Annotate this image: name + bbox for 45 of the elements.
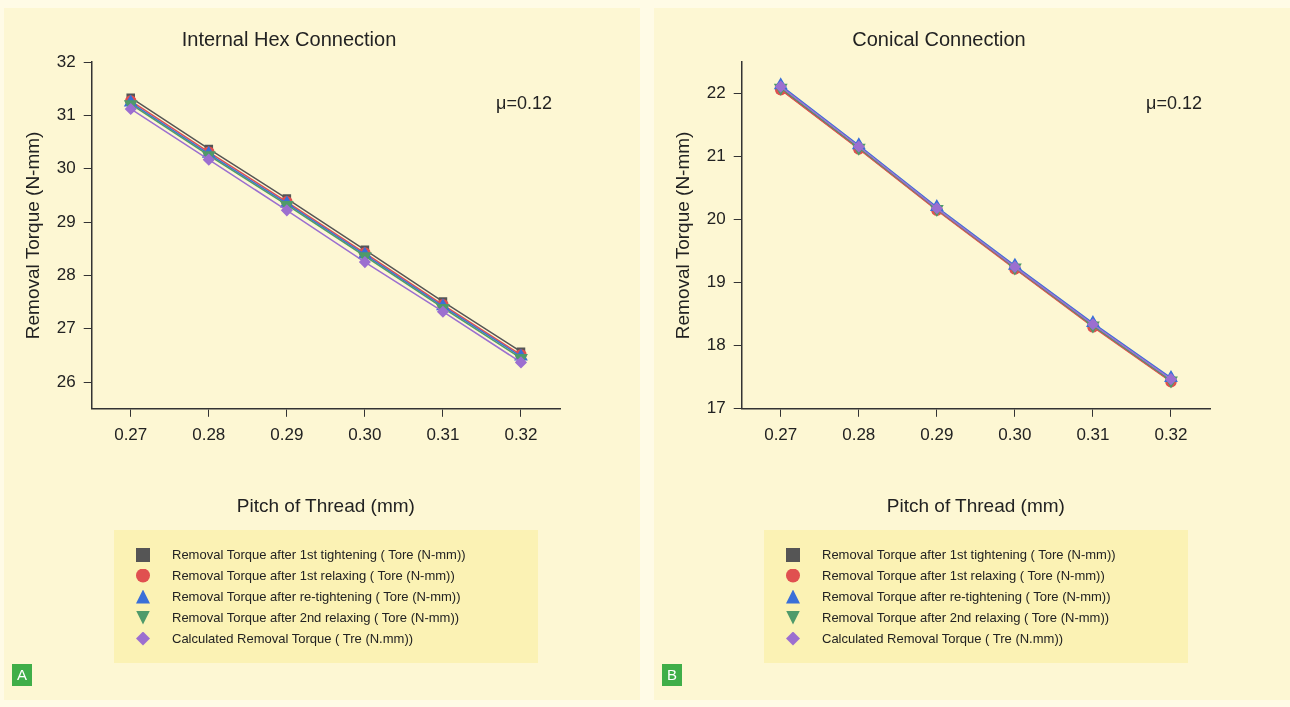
annotation: μ=0.12 [1146,92,1202,113]
text: A [12,664,32,686]
legend-label: Removal Torque after re-tightening ( Tore (N-mm)) [822,589,1111,604]
y-tick-label: 32 [56,51,76,71]
x-tick-label: 0.30 [348,424,382,444]
y-tick-label: 27 [56,318,76,338]
y-tick-label: 31 [56,105,76,125]
legend-label: Removal Torque after 1st relaxing ( Tore (N-mm)) [172,568,455,583]
legend-label: Removal Torque after 2nd relaxing ( Tore (N-mm)) [172,610,460,625]
annotation: μ=0.12 [496,92,552,113]
y-axis-title: Removal Torque (N-mm) [21,131,43,340]
x-tick-label: 0.32 [1154,424,1188,444]
y-tick-label: 28 [56,265,76,285]
x-tick-label: 0.27 [114,424,148,444]
x-tick-label: 0.29 [920,424,954,444]
x-tick-label: 0.28 [842,424,876,444]
x-tick-label: 0.27 [764,424,798,444]
chart-title: Internal Hex Connection [181,27,397,50]
y-tick-label: 30 [56,158,76,178]
x-tick-label: 0.30 [998,424,1032,444]
y-tick-label: 18 [706,335,726,355]
legend-label: Removal Torque after 1st relaxing ( Tore (N-mm)) [822,568,1105,583]
chart-title: Conical Connection [852,27,1026,50]
legend-label: Calculated Removal Torque ( Tre (N.mm)) [172,631,414,646]
x-axis-title: Pitch of Thread (mm) [236,494,415,516]
x-tick-label: 0.32 [504,424,538,444]
y-tick-label: 19 [706,272,726,292]
legend-label: Removal Torque after 2nd relaxing ( Tore (N-mm)) [822,610,1110,625]
y-tick-label: 21 [706,146,726,166]
x-axis-title: Pitch of Thread (mm) [886,494,1065,516]
x-tick-label: 0.31 [426,424,460,444]
legend-label: Removal Torque after re-tightening ( Tore (N-mm)) [172,589,461,604]
text: B [662,664,682,686]
y-axis-title: Removal Torque (N-mm) [671,131,693,340]
legend-label: Calculated Removal Torque ( Tre (N.mm)) [822,631,1064,646]
x-tick-label: 0.28 [192,424,226,444]
legend-label: Removal Torque after 1st tightening ( Tore (N-mm)) [172,547,466,562]
x-tick-label: 0.29 [270,424,304,444]
y-tick-label: 22 [706,83,726,103]
y-tick-label: 29 [56,211,76,231]
y-tick-label: 20 [706,209,726,229]
y-tick-label: 17 [706,398,726,418]
legend-label: Removal Torque after 1st tightening ( Tore (N-mm)) [822,547,1116,562]
x-tick-label: 0.31 [1076,424,1110,444]
y-tick-label: 26 [56,371,76,391]
